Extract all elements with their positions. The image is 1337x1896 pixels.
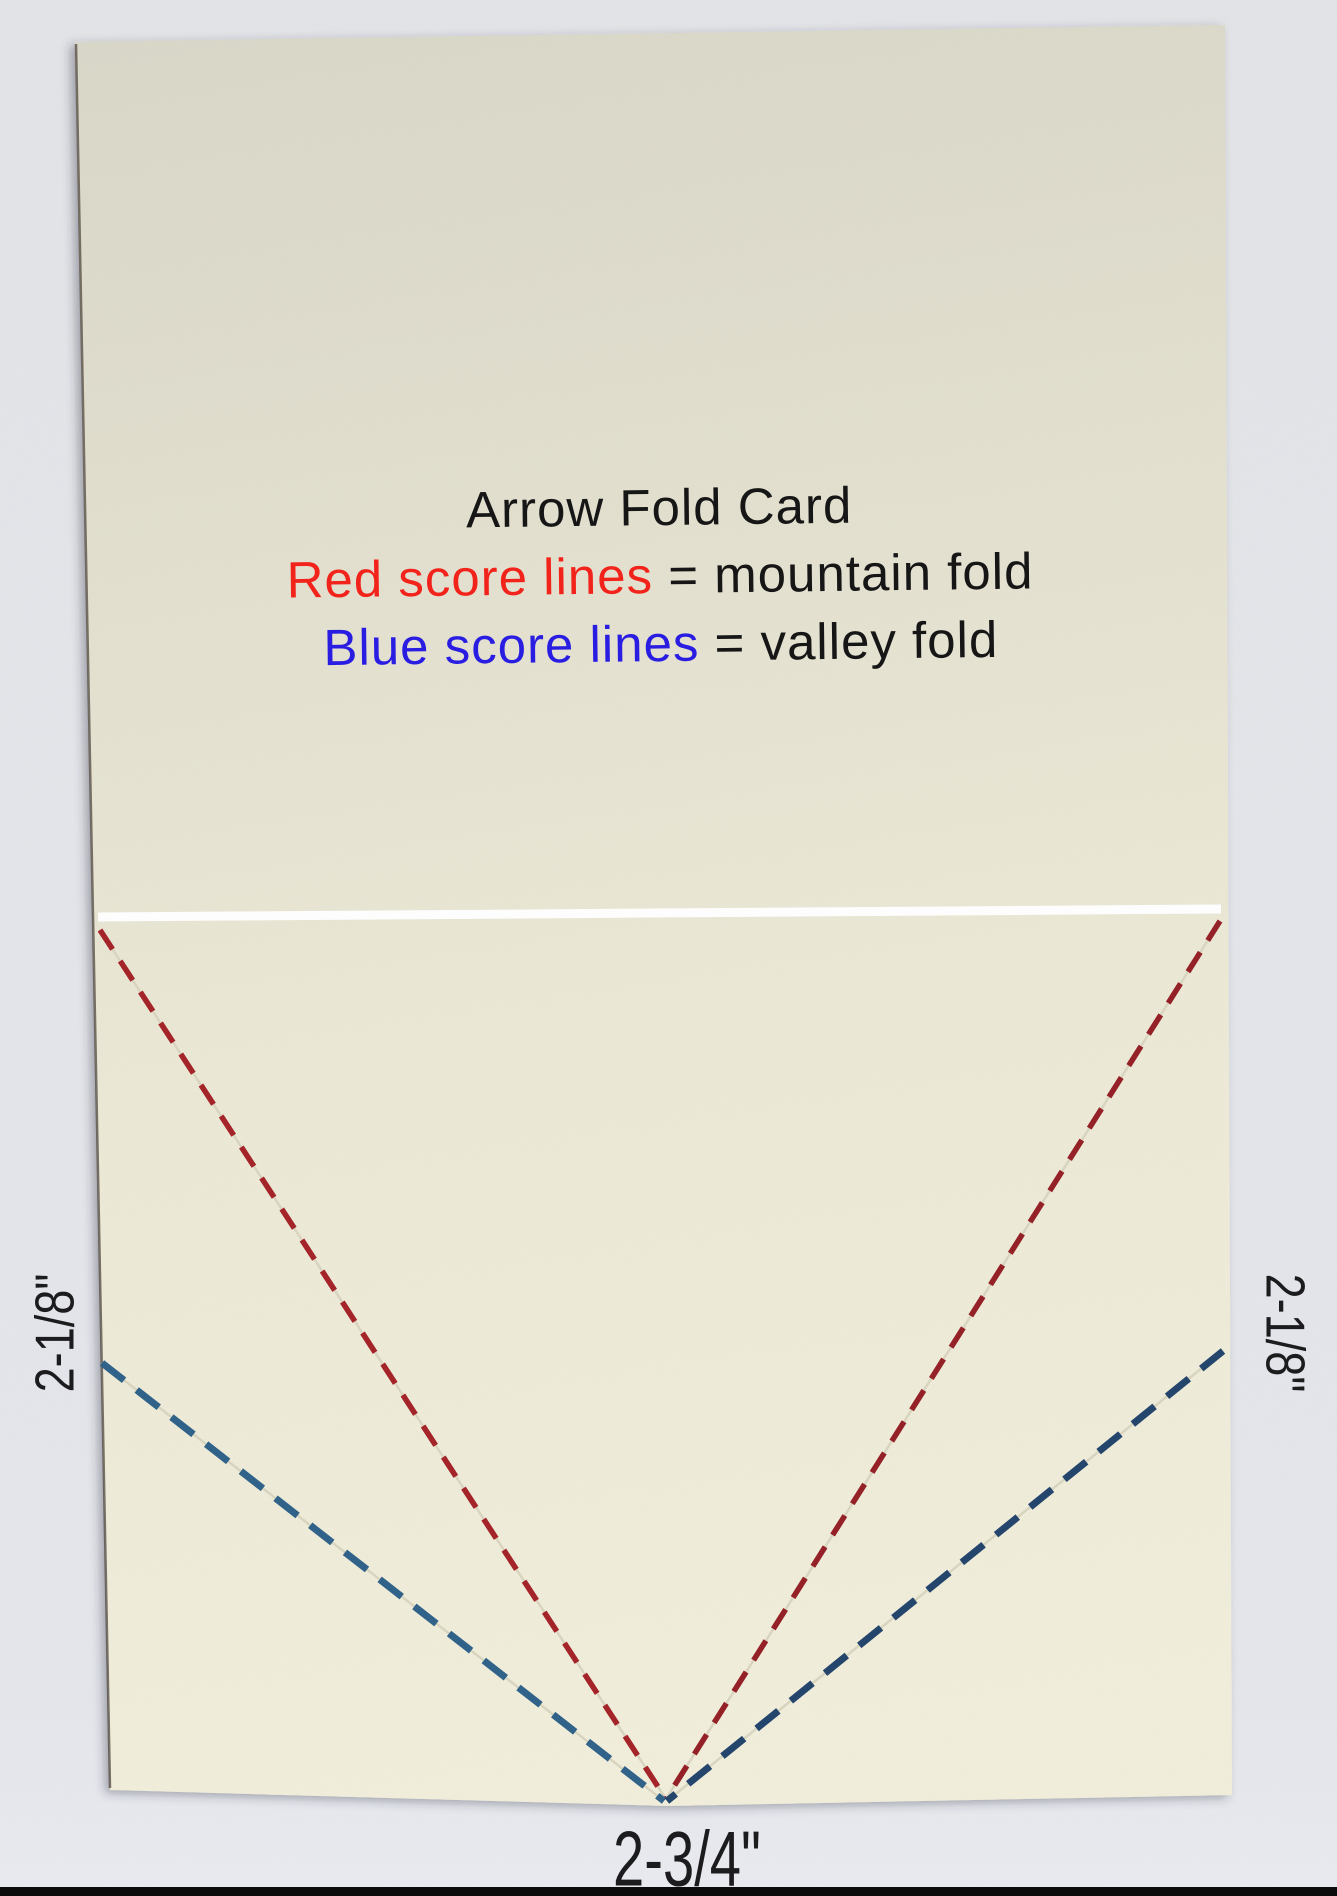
- legend-blue-line: Blue score lines = valley fold: [95, 603, 1226, 685]
- legend-blue-definition: = valley fold: [699, 610, 999, 672]
- legend-red-definition: = mountain fold: [652, 542, 1034, 605]
- measurement-bottom: 2-3/4": [613, 1814, 761, 1896]
- photo-bottom-strip: [0, 1887, 1337, 1896]
- legend-red-term: Red score lines: [286, 547, 654, 609]
- legend-blue-term: Blue score lines: [323, 614, 700, 677]
- card-caption: Arrow Fold Card Red score lines = mounta…: [94, 467, 1226, 685]
